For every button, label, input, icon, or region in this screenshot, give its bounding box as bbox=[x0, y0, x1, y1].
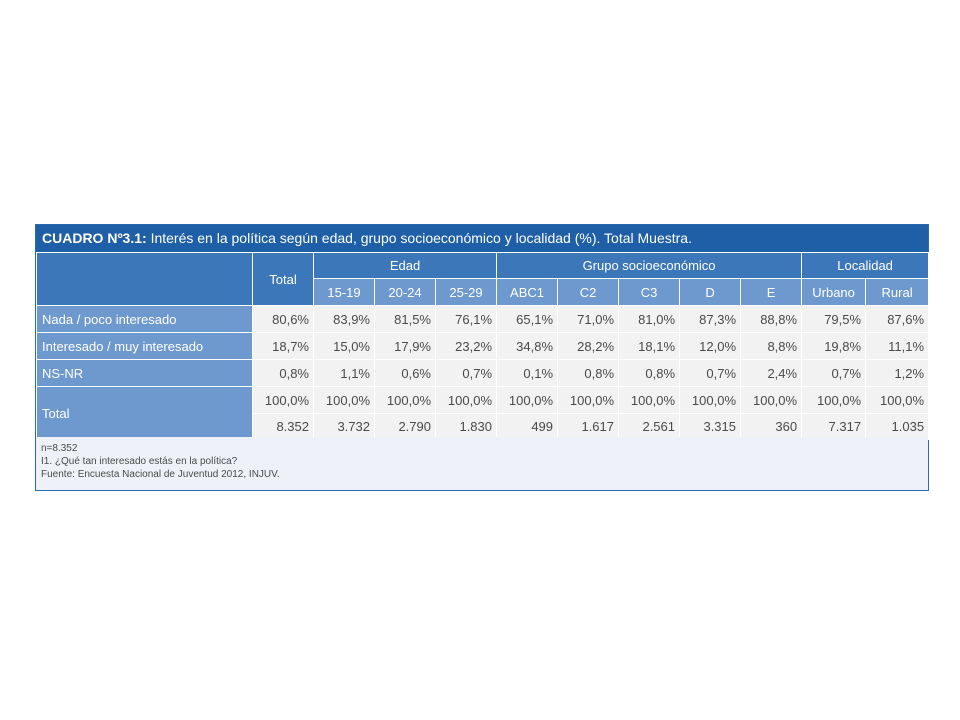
header-group-gse: Grupo socioeconómico bbox=[496, 252, 803, 279]
header-sub: ABC1 bbox=[496, 278, 559, 306]
cell-value: 100,0% bbox=[801, 386, 867, 414]
data-table: Total Edad Grupo socioeconómico Localida… bbox=[36, 252, 930, 440]
cell-value: 100,0% bbox=[618, 386, 681, 414]
cell-value: 100,0% bbox=[740, 386, 803, 414]
note-sample-size: n=8.352 bbox=[41, 443, 78, 454]
cell-value: 1,2% bbox=[865, 359, 930, 387]
total-row-counts: 8.352 3.732 2.790 1.830 499 1.617 2.561 … bbox=[37, 413, 930, 440]
cell-value: 0,8% bbox=[557, 359, 620, 387]
note-question: I1. ¿Qué tan interesado estás en la polí… bbox=[41, 456, 238, 467]
header-corner bbox=[36, 252, 253, 306]
header-sub: Urbano bbox=[801, 278, 867, 306]
header-group-localidad: Localidad bbox=[801, 252, 930, 279]
cell-value: 0,1% bbox=[496, 359, 559, 387]
cell-value: 79,5% bbox=[801, 305, 867, 333]
cell-count: 2.790 bbox=[374, 413, 436, 440]
cell-value: 81,0% bbox=[618, 305, 681, 333]
row-label: Interesado / muy interesado bbox=[36, 332, 253, 360]
cell-value: 100,0% bbox=[313, 386, 375, 414]
header-row-groups: Total Edad Grupo socioeconómico Localida… bbox=[36, 252, 930, 306]
row-label: Nada / poco interesado bbox=[36, 305, 253, 333]
cell-value: 100,0% bbox=[374, 386, 436, 414]
cell-value: 15,0% bbox=[313, 332, 375, 360]
table-row: Nada / poco interesado 80,6% 83,9% 81,5%… bbox=[36, 305, 930, 333]
cell-value: 71,0% bbox=[557, 305, 620, 333]
header-sub: C2 bbox=[557, 278, 620, 306]
cell-count: 7.317 bbox=[801, 413, 867, 440]
cell-value: 87,3% bbox=[679, 305, 742, 333]
table-row: NS-NR 0,8% 1,1% 0,6% 0,7% 0,1% 0,8% 0,8%… bbox=[36, 359, 930, 387]
cell-count: 8.352 bbox=[252, 413, 314, 440]
header-total: Total bbox=[252, 252, 314, 306]
cell-count: 499 bbox=[496, 413, 559, 440]
cell-value: 0,7% bbox=[801, 359, 867, 387]
total-row-percent: Total 100,0% 100,0% 100,0% 100,0% 100,0%… bbox=[36, 386, 930, 440]
header-group-edad: Edad bbox=[312, 252, 498, 279]
cell-value: 1,1% bbox=[313, 359, 375, 387]
cell-value: 2,4% bbox=[740, 359, 803, 387]
header-sub: E bbox=[740, 278, 803, 306]
total-row-label: Total bbox=[36, 386, 253, 440]
header-sub: 20-24 bbox=[374, 278, 436, 306]
cell-value: 18,1% bbox=[618, 332, 681, 360]
cell-value: 34,8% bbox=[496, 332, 559, 360]
table-frame: CUADRO Nº3.1: Interés en la política seg… bbox=[35, 224, 930, 491]
header-sub: C3 bbox=[618, 278, 681, 306]
cell-value: 12,0% bbox=[679, 332, 742, 360]
cell-value: 83,9% bbox=[313, 305, 375, 333]
cell-value: 100,0% bbox=[557, 386, 620, 414]
header-row-sub: 15-19 20-24 25-29 ABC1 C2 C3 D E Urbano … bbox=[37, 278, 930, 306]
cell-value: 100,0% bbox=[252, 386, 314, 414]
table-title-prefix: CUADRO Nº3.1: bbox=[42, 230, 147, 246]
cell-value: 0,7% bbox=[679, 359, 742, 387]
cell-value: 23,2% bbox=[434, 332, 498, 360]
cell-value: 0,8% bbox=[618, 359, 681, 387]
cell-count: 2.561 bbox=[618, 413, 681, 440]
cell-count: 1.830 bbox=[434, 413, 498, 440]
cell-value: 28,2% bbox=[557, 332, 620, 360]
cell-value: 0,8% bbox=[252, 359, 314, 387]
cell-value: 0,6% bbox=[374, 359, 436, 387]
header-sub: Rural bbox=[865, 278, 930, 306]
cell-value: 87,6% bbox=[865, 305, 930, 333]
cell-count: 3.315 bbox=[679, 413, 742, 440]
table-notes: n=8.352 I1. ¿Qué tan interesado estás en… bbox=[36, 437, 928, 490]
cell-value: 65,1% bbox=[496, 305, 559, 333]
cell-value: 100,0% bbox=[865, 386, 930, 414]
cell-value: 8,8% bbox=[740, 332, 803, 360]
cell-count: 1.035 bbox=[865, 413, 930, 440]
cell-value: 19,8% bbox=[801, 332, 867, 360]
cell-count: 360 bbox=[740, 413, 803, 440]
cell-count: 1.617 bbox=[557, 413, 620, 440]
cell-value: 100,0% bbox=[496, 386, 559, 414]
cell-value: 81,5% bbox=[374, 305, 436, 333]
cell-value: 17,9% bbox=[374, 332, 436, 360]
cell-count: 3.732 bbox=[313, 413, 375, 440]
table-title: CUADRO Nº3.1: Interés en la política seg… bbox=[36, 225, 928, 252]
cell-value: 76,1% bbox=[434, 305, 498, 333]
cell-value: 100,0% bbox=[679, 386, 742, 414]
cell-value: 100,0% bbox=[434, 386, 498, 414]
cell-value: 0,7% bbox=[434, 359, 498, 387]
cell-value: 18,7% bbox=[252, 332, 314, 360]
table-title-text: Interés en la política según edad, grupo… bbox=[146, 230, 692, 246]
note-source: Fuente: Encuesta Nacional de Juventud 20… bbox=[41, 469, 280, 480]
cell-value: 80,6% bbox=[252, 305, 314, 333]
cell-value: 88,8% bbox=[740, 305, 803, 333]
header-sub: D bbox=[679, 278, 742, 306]
cell-value: 11,1% bbox=[865, 332, 930, 360]
header-sub: 15-19 bbox=[313, 278, 375, 306]
row-label: NS-NR bbox=[36, 359, 253, 387]
table-row: Interesado / muy interesado 18,7% 15,0% … bbox=[36, 332, 930, 360]
header-sub: 25-29 bbox=[434, 278, 498, 306]
